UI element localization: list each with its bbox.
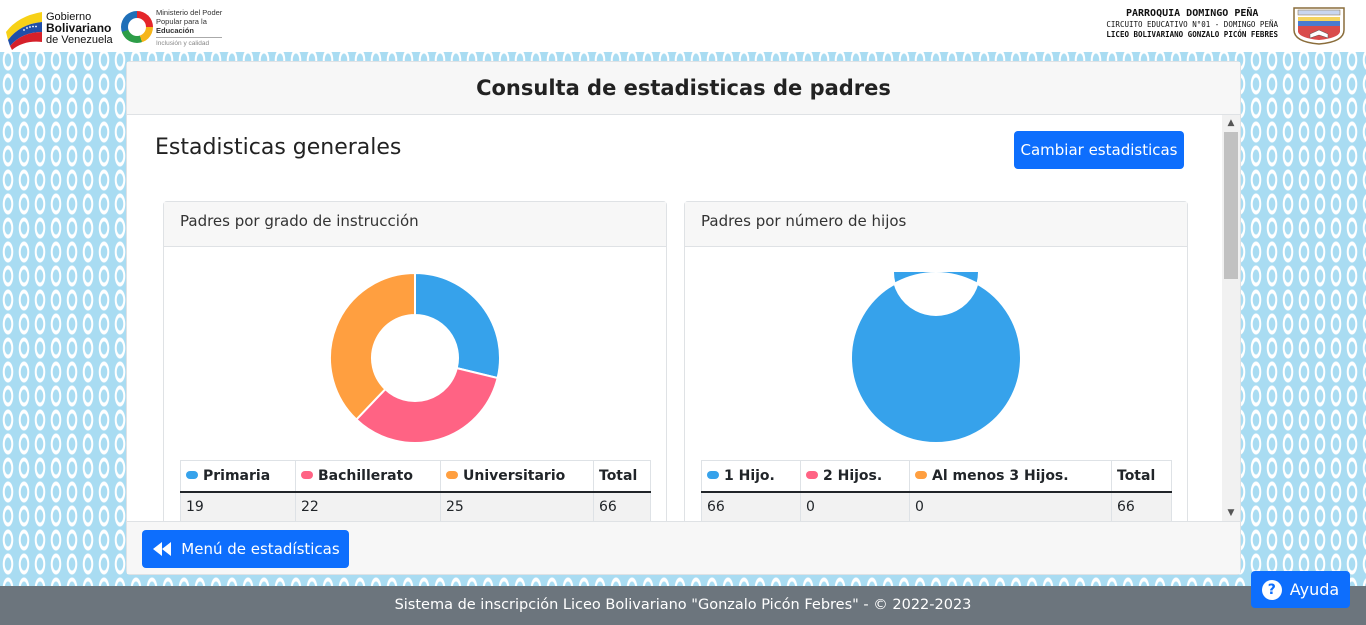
card-footer: Menú de estadísticas xyxy=(127,521,1240,574)
donut-slice-3[interactable] xyxy=(329,272,416,421)
donut-slice-1[interactable] xyxy=(850,272,1022,444)
ministerio-educacion-logo: Ministerio del Poder Popular para la Edu… xyxy=(121,6,231,48)
legend-dot xyxy=(707,470,719,479)
donut-chart-hijos[interactable] xyxy=(850,272,1022,444)
table-header: Total xyxy=(1111,460,1172,493)
gov-logo-line2: Bolivariano xyxy=(46,21,112,35)
ministry-line4: Inclusión y calidad xyxy=(156,37,223,48)
donut-chart-instruccion[interactable] xyxy=(329,272,501,444)
table-cell: 66 xyxy=(701,491,801,521)
table-header: Total xyxy=(593,460,651,493)
table-cell: 0 xyxy=(800,491,910,521)
table-header: Universitario xyxy=(440,460,594,493)
venezuela-flag-icon xyxy=(6,12,42,50)
table-header: Al menos 3 Hijos. xyxy=(909,460,1112,493)
vertical-scrollbar[interactable]: ▲ ▼ xyxy=(1222,115,1240,521)
gobierno-bolivariano-logo: Gobierno Bolivariano de Venezuela xyxy=(4,6,116,50)
footer-text: Sistema de inscripción Liceo Bolivariano… xyxy=(394,597,972,613)
liceo-name: LICEO BOLIVARIANO GONZALO PICÓN FEBRES xyxy=(1106,30,1278,39)
change-statistics-button[interactable]: Cambiar estadisticas xyxy=(1014,131,1184,169)
help-label: Ayuda xyxy=(1289,580,1340,599)
panel-numero-hijos: Padres por número de hijos 1 Hijo. 2 Hij… xyxy=(684,201,1188,521)
table-cell: 19 xyxy=(180,491,296,521)
table-cell: 66 xyxy=(593,491,651,521)
panel-grado-instruccion: Padres por grado de instrucción Primaria… xyxy=(163,201,667,521)
legend-dot xyxy=(806,470,818,479)
circuito-name: CIRCUITO EDUCATIVO N°01 - DOMINGO PEÑA xyxy=(1106,20,1278,29)
panel-title: Padres por número de hijos xyxy=(685,202,1187,247)
top-header: Gobierno Bolivariano de Venezuela Minist… xyxy=(0,0,1366,52)
statistics-menu-button[interactable]: Menú de estadísticas xyxy=(142,530,349,568)
legend-dot xyxy=(446,470,458,479)
statistics-card: Consulta de estadisticas de padres Estad… xyxy=(126,61,1241,575)
table-row: 19 22 25 66 xyxy=(180,491,651,521)
scrollbar-thumb[interactable] xyxy=(1224,132,1238,279)
legend-label: Bachillerato xyxy=(318,467,413,484)
table-row: 66 0 0 66 xyxy=(701,491,1172,521)
legend-dot xyxy=(301,470,313,479)
school-info: PARROQUIA DOMINGO PEÑA CIRCUITO EDUCATIV… xyxy=(1106,8,1278,40)
legend-label: 1 Hijo. xyxy=(724,467,775,484)
page-footer: Sistema de inscripción Liceo Bolivariano… xyxy=(0,586,1366,625)
table-cell: 0 xyxy=(909,491,1112,521)
gov-logo-line3: de Venezuela xyxy=(46,34,113,46)
card-body-scroll-area[interactable]: Estadisticas generales Cambiar estadisti… xyxy=(127,115,1222,521)
donut-slice-1[interactable] xyxy=(414,272,501,380)
ministry-line3: Educación xyxy=(156,26,194,35)
help-button[interactable]: ? Ayuda xyxy=(1251,571,1350,608)
legend-dot xyxy=(915,470,927,479)
section-title: Estadisticas generales xyxy=(155,135,402,160)
panel-title: Padres por grado de instrucción xyxy=(164,202,666,247)
donut-slice-2[interactable] xyxy=(354,366,499,444)
card-header: Consulta de estadisticas de padres xyxy=(127,62,1240,115)
legend-label: Primaria xyxy=(203,467,271,484)
legend-label: 2 Hijos. xyxy=(823,467,883,484)
table-header: Bachillerato xyxy=(295,460,441,493)
stats-table-instruccion: Primaria Bachillerato Universitario Tota… xyxy=(180,460,651,521)
table-cell: 25 xyxy=(440,491,594,521)
scroll-up-icon[interactable]: ▲ xyxy=(1227,118,1235,128)
gov-logo-line1: Gobierno xyxy=(46,11,92,23)
legend-label: Universitario xyxy=(463,467,566,484)
school-emblem-icon xyxy=(1293,7,1345,45)
ministry-line1: Ministerio del Poder xyxy=(156,8,223,17)
ministry-circle-icon xyxy=(121,11,153,43)
ministry-line2: Popular para la xyxy=(156,17,207,26)
rewind-icon xyxy=(153,542,172,556)
table-cell: 66 xyxy=(1111,491,1172,521)
legend-dot xyxy=(186,470,198,479)
table-header: 2 Hijos. xyxy=(800,460,910,493)
stats-table-hijos: 1 Hijo. 2 Hijos. Al menos 3 Hijos. Total… xyxy=(701,460,1172,521)
table-header: Primaria xyxy=(180,460,296,493)
legend-label: Al menos 3 Hijos. xyxy=(932,467,1069,484)
scroll-down-icon[interactable]: ▼ xyxy=(1227,508,1235,518)
page-title: Consulta de estadisticas de padres xyxy=(476,76,891,100)
statistics-menu-label: Menú de estadísticas xyxy=(181,540,340,558)
parroquia-name: PARROQUIA DOMINGO PEÑA xyxy=(1125,8,1259,19)
table-header: 1 Hijo. xyxy=(701,460,801,493)
table-cell: 22 xyxy=(295,491,441,521)
question-icon: ? xyxy=(1261,579,1282,600)
